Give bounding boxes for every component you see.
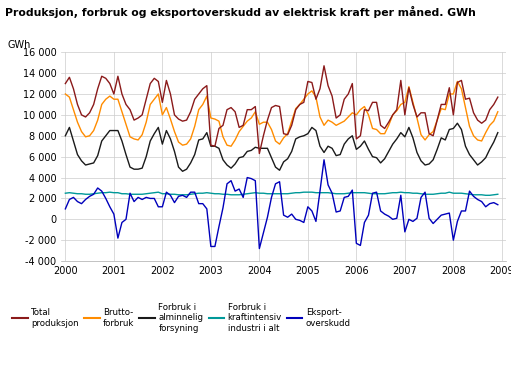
Text: Produksjon, forbruk og eksportoverskudd av elektrisk kraft per måned. GWh: Produksjon, forbruk og eksportoverskudd …: [5, 6, 476, 18]
Legend: Total
produksjon, Brutto-
forbruk, Forbruk i
alminnelig
forsyning, Forbruk i
kra: Total produksjon, Brutto- forbruk, Forbr…: [12, 303, 351, 333]
Text: GWh: GWh: [8, 40, 31, 50]
